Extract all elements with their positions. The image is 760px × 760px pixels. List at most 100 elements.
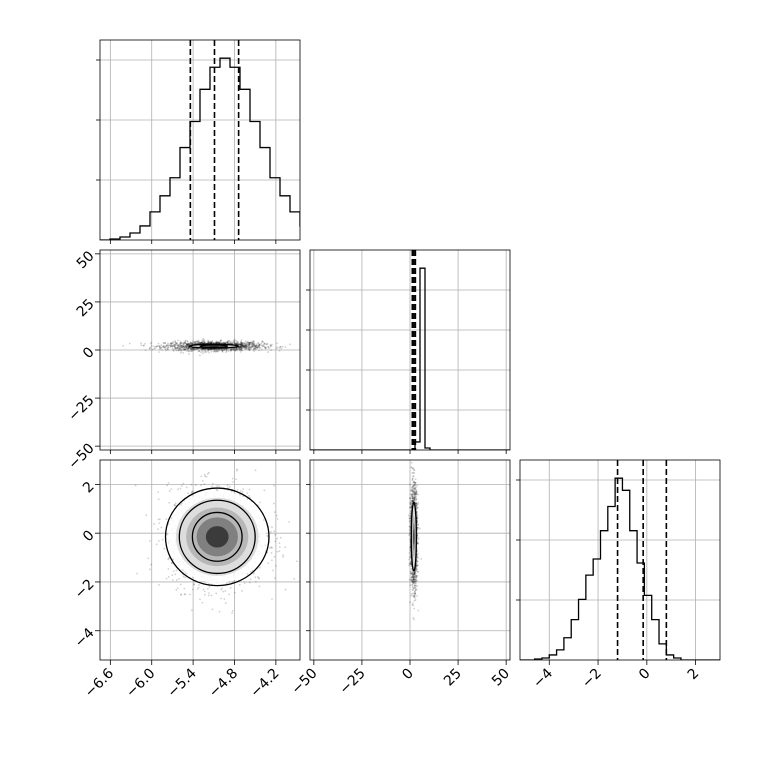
sample-point — [252, 345, 255, 348]
sample-point — [416, 560, 419, 563]
sample-point — [253, 347, 256, 350]
sample-point — [416, 564, 419, 566]
sample-point — [408, 578, 411, 581]
sample-point — [162, 345, 164, 348]
sample-point — [170, 488, 173, 491]
sample-point — [165, 345, 168, 348]
sample-point — [411, 490, 413, 492]
sample-point — [182, 345, 185, 347]
sample-point — [232, 348, 235, 351]
sample-point — [158, 348, 161, 351]
sample-point — [413, 495, 416, 498]
sample-point — [190, 609, 193, 612]
sample-point — [252, 343, 254, 345]
sample-point — [155, 345, 157, 348]
x-tick-label-1-1: −25 — [337, 666, 369, 698]
sample-point — [249, 346, 251, 349]
sample-point — [276, 342, 278, 345]
sample-point — [234, 339, 237, 342]
sample-point — [215, 488, 218, 491]
sample-point — [184, 349, 187, 351]
sample-point — [197, 340, 200, 343]
sample-point — [191, 347, 194, 350]
sample-point — [408, 558, 410, 561]
sample-point — [274, 565, 277, 567]
sample-point — [168, 490, 171, 492]
sample-point — [264, 346, 266, 349]
sample-point — [208, 592, 211, 595]
pair-panel-0-1 — [99, 249, 301, 451]
sample-point — [190, 347, 192, 350]
sample-point — [240, 344, 242, 347]
sample-point — [203, 593, 206, 596]
sample-point — [241, 342, 243, 344]
sample-point — [193, 348, 196, 351]
sample-point — [208, 585, 211, 588]
sample-point — [412, 577, 415, 580]
sample-point — [187, 347, 189, 350]
sample-point — [244, 344, 247, 347]
sample-point — [409, 515, 412, 517]
sample-point — [174, 347, 177, 350]
sample-point — [254, 344, 256, 347]
sample-point — [253, 343, 256, 345]
sample-point — [408, 520, 411, 522]
sample-point — [178, 345, 180, 348]
sample-point — [250, 343, 253, 346]
sample-point — [219, 339, 222, 342]
sample-point — [186, 348, 189, 350]
sample-point — [223, 341, 226, 344]
sample-point — [237, 341, 239, 344]
sample-point — [233, 580, 236, 583]
sample-point — [249, 341, 252, 344]
y-tick-label-2-3: 2 — [80, 479, 98, 497]
sample-point — [167, 346, 170, 349]
sample-point — [241, 343, 244, 345]
sample-point — [248, 347, 250, 349]
sample-point — [186, 349, 189, 351]
sample-point — [164, 345, 167, 348]
sample-point — [217, 341, 220, 344]
sample-point — [233, 341, 236, 344]
sample-point — [176, 344, 179, 347]
sample-point — [409, 560, 412, 563]
sample-point — [182, 352, 185, 354]
sample-point — [204, 475, 206, 478]
sample-point — [182, 349, 185, 352]
sample-point — [237, 347, 240, 350]
sample-point — [414, 569, 417, 572]
hist-panel-1 — [306, 249, 511, 451]
sample-point — [239, 346, 242, 348]
sample-point — [255, 344, 258, 347]
sample-point — [201, 348, 204, 351]
sample-point — [412, 579, 415, 582]
sample-point — [258, 343, 261, 346]
sample-point — [282, 554, 284, 557]
sample-point — [245, 347, 248, 350]
sample-point — [263, 345, 266, 348]
sample-point — [175, 347, 178, 349]
y-tick-label-1-2: 0 — [80, 344, 98, 362]
sample-point — [409, 497, 412, 500]
sample-point — [278, 542, 281, 545]
sample-point — [180, 344, 183, 347]
sample-point — [416, 555, 419, 558]
sample-point — [417, 541, 420, 544]
sample-point — [251, 342, 253, 344]
sample-point — [272, 502, 275, 505]
sample-point — [414, 580, 417, 583]
sample-point — [160, 346, 163, 349]
sample-point — [409, 548, 411, 551]
sample-point — [194, 341, 197, 344]
sample-point — [411, 574, 414, 576]
sample-point — [202, 341, 204, 344]
sample-point — [412, 487, 415, 490]
sample-point — [223, 341, 225, 344]
sample-point — [413, 485, 415, 487]
sample-point — [173, 348, 176, 351]
sample-point — [177, 346, 179, 349]
sample-point — [248, 341, 251, 344]
sample-point — [243, 342, 246, 345]
sample-point — [164, 342, 167, 344]
